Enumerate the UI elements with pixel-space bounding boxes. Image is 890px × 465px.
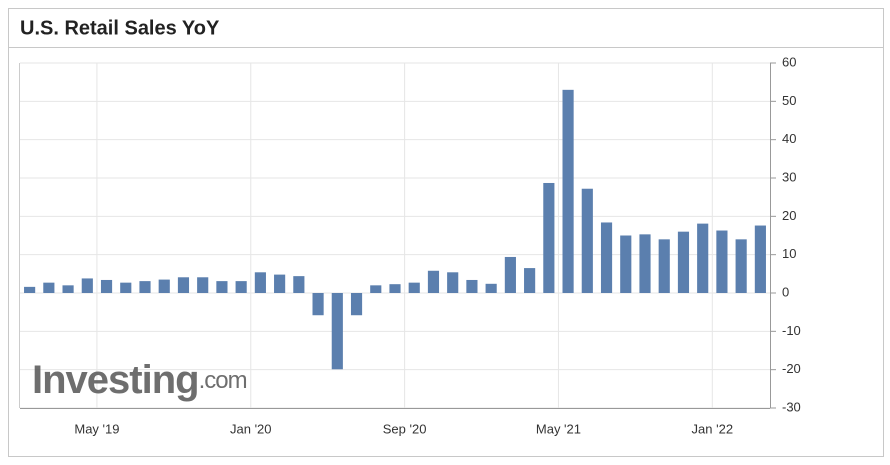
bar bbox=[235, 281, 247, 293]
bar bbox=[216, 281, 228, 293]
x-tick-label: Sep '20 bbox=[383, 421, 427, 436]
bar bbox=[754, 225, 766, 293]
x-tick-label: May '19 bbox=[74, 421, 119, 436]
bar bbox=[350, 293, 363, 316]
y-tick-label: 50 bbox=[782, 93, 796, 108]
bar bbox=[524, 268, 536, 293]
bar bbox=[697, 223, 709, 293]
bar bbox=[562, 89, 574, 293]
bar bbox=[581, 188, 593, 293]
bar bbox=[677, 231, 690, 293]
bar bbox=[177, 277, 190, 293]
y-tick-label: 40 bbox=[782, 131, 796, 146]
bar bbox=[100, 279, 113, 293]
bar bbox=[466, 279, 478, 293]
y-tick-label: -10 bbox=[782, 323, 801, 338]
bar bbox=[658, 239, 670, 293]
bar bbox=[389, 284, 401, 293]
bar bbox=[274, 274, 286, 293]
bar bbox=[408, 282, 420, 293]
bar bbox=[158, 279, 170, 293]
bar bbox=[62, 285, 74, 293]
bar bbox=[139, 281, 151, 293]
bar bbox=[120, 282, 132, 293]
watermark-main: Investing bbox=[32, 358, 199, 402]
y-tick-label: 10 bbox=[782, 246, 796, 261]
chart-title: U.S. Retail Sales YoY bbox=[20, 17, 220, 39]
bar bbox=[716, 230, 728, 293]
bar bbox=[485, 283, 497, 293]
bar bbox=[447, 272, 459, 293]
bar bbox=[427, 270, 440, 293]
bar bbox=[600, 222, 613, 293]
x-tick-label: May '21 bbox=[536, 421, 581, 436]
y-tick-label: 30 bbox=[782, 169, 796, 184]
bar bbox=[293, 276, 305, 293]
bar bbox=[331, 293, 343, 370]
x-tick-label: Jan '20 bbox=[230, 421, 272, 436]
x-tick-label: Jan '22 bbox=[692, 421, 734, 436]
y-tick-label: 20 bbox=[782, 208, 796, 223]
watermark: Investing.com bbox=[32, 358, 247, 402]
bar bbox=[639, 234, 651, 293]
watermark-suffix: .com bbox=[199, 367, 247, 394]
y-tick-label: 0 bbox=[782, 284, 789, 299]
bar bbox=[254, 272, 266, 293]
bar bbox=[312, 293, 324, 316]
bar bbox=[735, 239, 747, 293]
bar bbox=[24, 286, 36, 293]
bar bbox=[370, 285, 382, 293]
bar bbox=[81, 278, 93, 293]
y-tick-label: 60 bbox=[782, 54, 796, 69]
y-tick-label: -30 bbox=[782, 399, 801, 414]
bar bbox=[197, 277, 209, 293]
bar bbox=[543, 182, 555, 293]
plot: -30 -20 -10 0 10 20 30 40 50 60 May '19 Jan '20 Sep … bbox=[19, 54, 801, 436]
bar bbox=[504, 256, 516, 293]
bar bbox=[620, 235, 632, 293]
frame bbox=[8, 8, 884, 457]
y-tick-label: -20 bbox=[782, 361, 801, 376]
bar bbox=[43, 282, 55, 293]
